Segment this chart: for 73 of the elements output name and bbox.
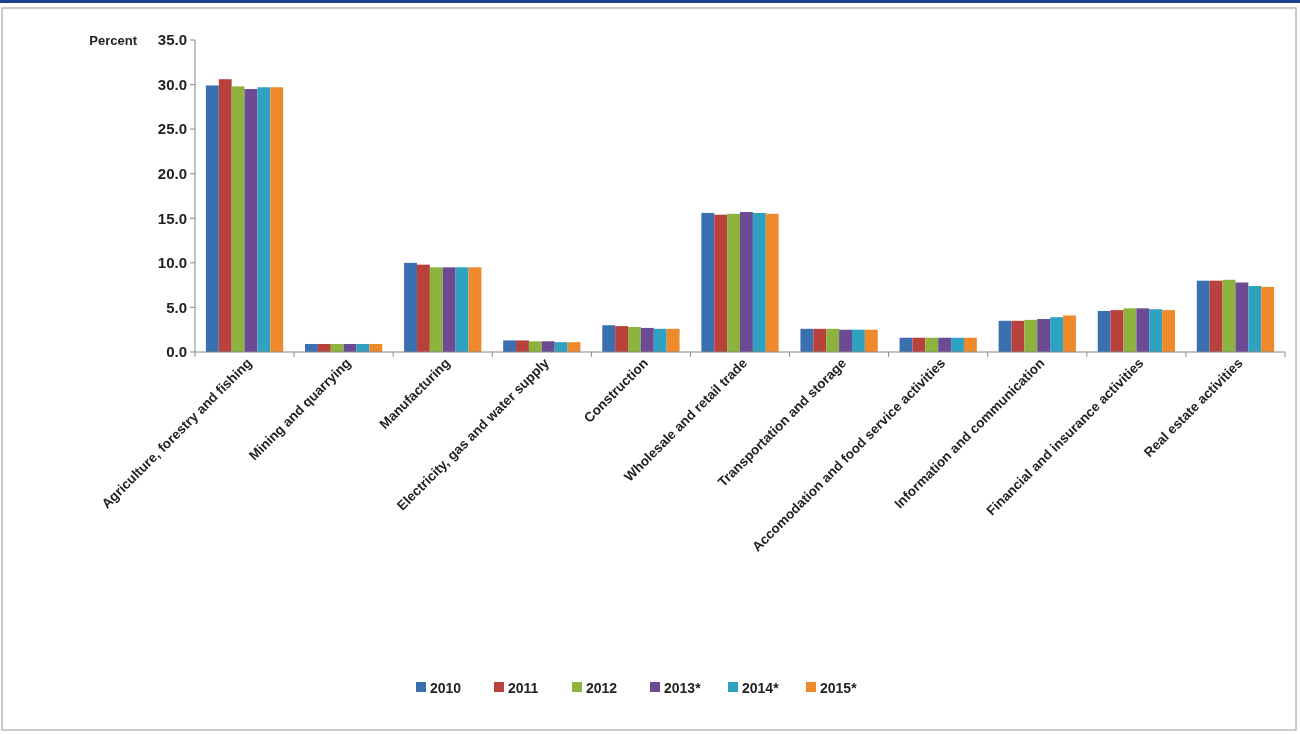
y-tick-label: 25.0 bbox=[157, 120, 187, 138]
bar bbox=[1248, 286, 1262, 352]
bar bbox=[640, 327, 654, 352]
bar bbox=[765, 213, 779, 352]
bar bbox=[270, 87, 284, 352]
bar bbox=[666, 328, 680, 352]
y-tick-label: 30.0 bbox=[157, 75, 187, 93]
legend-label: 2012 bbox=[586, 679, 618, 696]
bar bbox=[951, 337, 964, 352]
bar bbox=[1196, 280, 1210, 352]
bar bbox=[1123, 308, 1137, 352]
bar bbox=[429, 267, 443, 352]
bar bbox=[541, 341, 555, 352]
bar bbox=[963, 337, 977, 352]
legend-label: 2011 bbox=[508, 679, 539, 696]
bar bbox=[998, 320, 1012, 352]
bar bbox=[1136, 308, 1150, 352]
bar bbox=[257, 87, 271, 352]
bar bbox=[455, 267, 469, 352]
legend-label: 2014* bbox=[742, 679, 780, 696]
y-tick-label: 0.0 bbox=[166, 343, 187, 361]
bar bbox=[1162, 310, 1176, 352]
bar bbox=[1261, 286, 1275, 352]
y-tick-label: 35.0 bbox=[157, 31, 187, 49]
bar bbox=[714, 214, 728, 352]
bar bbox=[727, 213, 740, 352]
bar bbox=[442, 267, 456, 352]
bar bbox=[826, 328, 840, 352]
bar bbox=[244, 89, 258, 352]
bar bbox=[628, 327, 641, 352]
bar bbox=[1011, 320, 1025, 352]
bar bbox=[864, 329, 878, 352]
bar bbox=[231, 86, 245, 352]
legend-label: 2015* bbox=[820, 679, 858, 696]
bar bbox=[912, 337, 926, 352]
bar bbox=[1050, 317, 1064, 352]
bar bbox=[205, 85, 219, 352]
bar bbox=[218, 79, 232, 352]
y-tick-label: 10.0 bbox=[157, 254, 187, 272]
bar bbox=[925, 337, 939, 352]
bar bbox=[839, 329, 852, 352]
bar bbox=[1149, 309, 1163, 352]
bar bbox=[1222, 279, 1236, 352]
bar bbox=[1209, 280, 1223, 352]
bar bbox=[752, 212, 766, 352]
bar bbox=[800, 328, 814, 352]
bar bbox=[528, 341, 542, 352]
y-tick-label: 20.0 bbox=[157, 164, 187, 182]
bar bbox=[1235, 282, 1249, 352]
bar bbox=[615, 326, 629, 352]
bar bbox=[602, 325, 616, 352]
bar bbox=[653, 328, 667, 352]
bar bbox=[851, 329, 865, 352]
bar bbox=[468, 267, 482, 352]
bar bbox=[701, 212, 715, 352]
bar bbox=[938, 337, 952, 352]
bar bbox=[813, 328, 827, 352]
bar bbox=[1110, 310, 1124, 352]
bar bbox=[503, 340, 517, 352]
bar bbox=[1037, 319, 1051, 352]
legend-label: 2013* bbox=[664, 679, 702, 696]
bar bbox=[740, 212, 753, 352]
bar bbox=[554, 342, 568, 352]
bar bbox=[1097, 310, 1111, 352]
bar bbox=[1063, 315, 1076, 352]
bar bbox=[416, 264, 430, 352]
y-axis-title: Percent bbox=[89, 32, 138, 48]
y-tick-label: 5.0 bbox=[166, 298, 187, 316]
y-tick-label: 15.0 bbox=[157, 209, 187, 227]
legend-label: 2010 bbox=[430, 679, 462, 696]
bar bbox=[404, 262, 417, 352]
bar bbox=[1024, 319, 1038, 352]
bar bbox=[516, 340, 529, 352]
